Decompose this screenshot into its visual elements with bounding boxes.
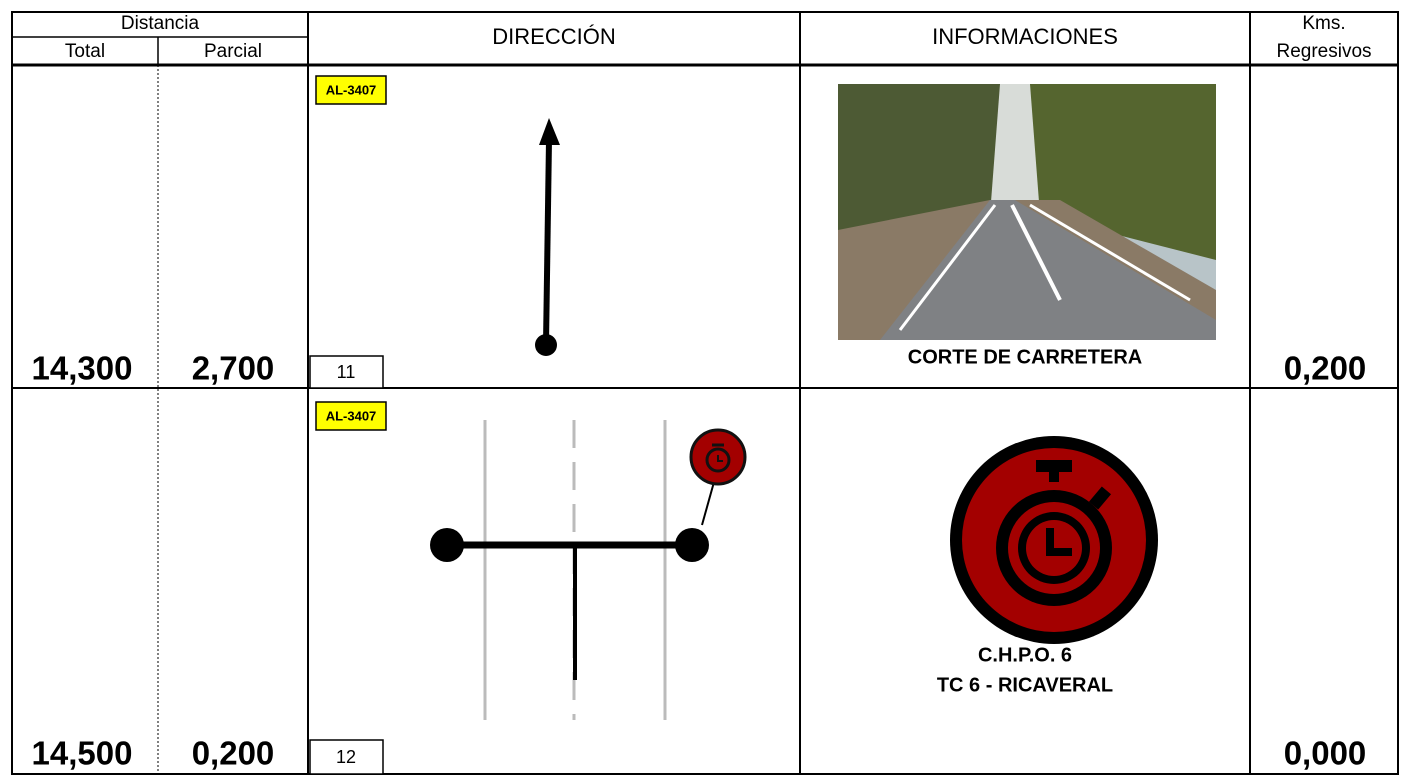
junction-diagram xyxy=(430,420,747,720)
road-badge xyxy=(315,401,387,431)
kms-regresivos: 0,200 xyxy=(1284,350,1367,387)
step-number: 12 xyxy=(336,747,356,767)
road-label: AL-3407 xyxy=(326,408,377,423)
parcial: 0,200 xyxy=(192,735,275,772)
road-badge xyxy=(315,75,387,105)
table-grid xyxy=(11,11,1399,775)
direction-arrow xyxy=(535,118,560,356)
header-direccion: DIRECCIÓN xyxy=(492,24,615,49)
stopwatch-icon xyxy=(950,436,1158,644)
header-parcial: Parcial xyxy=(204,41,262,62)
parcial: 2,700 xyxy=(192,350,275,387)
kms-regresivos: 0,000 xyxy=(1284,735,1367,772)
header-distancia: Distancia xyxy=(121,13,200,34)
total: 14,300 xyxy=(32,350,133,387)
header-kms: Regresivos xyxy=(1276,41,1371,62)
info-text: TC 6 - RICAVERAL xyxy=(937,674,1113,696)
total: 14,500 xyxy=(32,735,133,772)
road-photo xyxy=(838,84,1216,340)
info-text: C.H.P.O. 6 xyxy=(978,644,1072,666)
header-kms: Kms. xyxy=(1302,13,1345,34)
step-number: 11 xyxy=(337,362,356,382)
header-informaciones: INFORMACIONES xyxy=(932,24,1118,49)
info-text: CORTE DE CARRETERA xyxy=(908,346,1142,368)
number-box xyxy=(309,355,384,389)
road-label: AL-3407 xyxy=(326,82,377,97)
header-total: Total xyxy=(65,41,105,62)
number-box xyxy=(309,739,384,775)
